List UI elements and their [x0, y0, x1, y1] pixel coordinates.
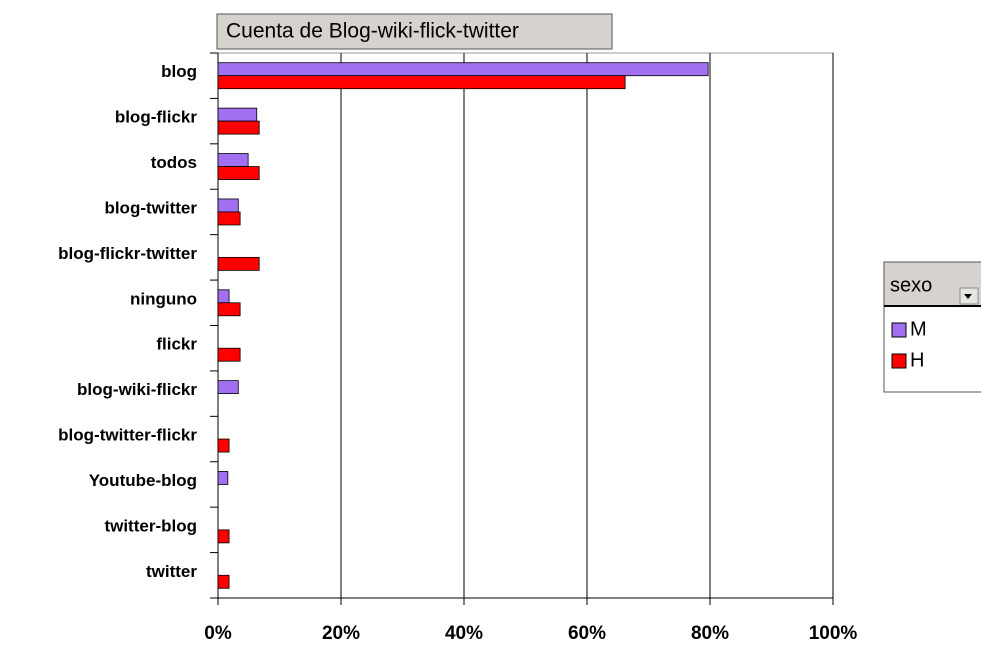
x-tick-label: 40%	[445, 623, 483, 644]
y-tick-label: blog-twitter	[104, 198, 197, 217]
bar	[217, 256, 260, 271]
bar	[217, 120, 260, 135]
x-tick-label: 100%	[809, 623, 858, 644]
x-tick-label: 60%	[568, 623, 606, 644]
bar	[217, 75, 626, 90]
bar	[217, 289, 230, 304]
y-tick-label: blog-wiki-flickr	[77, 380, 197, 399]
y-tick-label: todos	[151, 153, 197, 172]
dropdown-arrow	[964, 294, 972, 299]
y-tick-label: blog-twitter-flickr	[58, 426, 197, 445]
y-tick-label: blog-flickr	[115, 108, 198, 127]
bar	[217, 347, 241, 362]
bar	[217, 438, 230, 453]
legend-label: H	[910, 349, 924, 371]
chart-title: Cuenta de Blog-wiki-flick-twitter	[226, 20, 519, 43]
bar	[217, 380, 239, 395]
legend-title: sexo	[890, 274, 932, 296]
bar	[217, 198, 239, 213]
bar	[217, 62, 709, 77]
title-box	[216, 13, 613, 50]
y-tick-label: blog-flickr-twitter	[58, 244, 197, 263]
bar	[217, 153, 249, 167]
y-tick-label: flickr	[156, 335, 197, 354]
y-tick-label: blog	[161, 62, 197, 81]
legend-swatch	[891, 353, 907, 369]
plot-area	[217, 52, 834, 599]
bar	[217, 211, 241, 226]
bar	[217, 166, 260, 180]
y-tick-label: twitter	[146, 562, 197, 581]
y-tick-label: ninguno	[130, 289, 197, 308]
y-tick-label: twitter-blog	[104, 516, 197, 535]
y-tick-label: Youtube-blog	[89, 471, 197, 490]
legend-label: M	[910, 318, 927, 340]
x-tick-label: 0%	[204, 623, 232, 644]
legend-swatch	[891, 322, 907, 338]
x-tick-label: 20%	[322, 623, 360, 644]
bar	[217, 107, 258, 122]
bar	[217, 574, 230, 589]
bar	[217, 529, 230, 544]
bar	[217, 302, 241, 317]
x-tick-label: 80%	[691, 623, 729, 644]
bar	[217, 471, 229, 485]
